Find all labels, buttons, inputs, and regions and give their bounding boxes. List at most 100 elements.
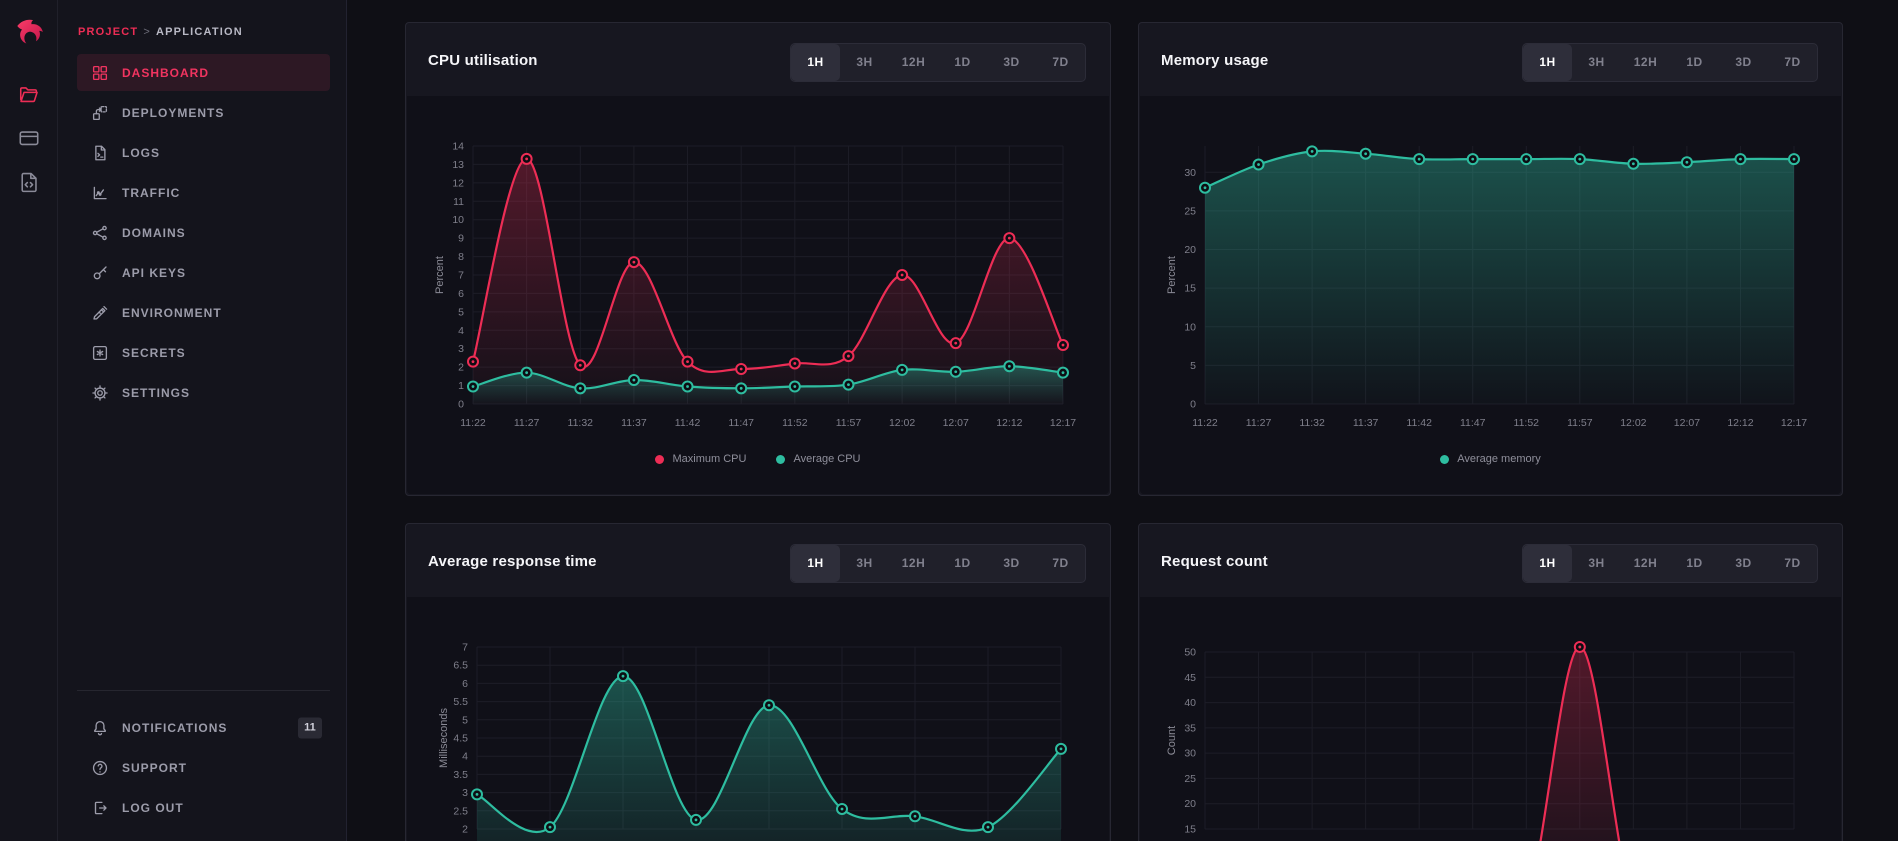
y-tick-label: 5 [462, 714, 468, 726]
x-tick-label: 12:12 [1727, 417, 1753, 429]
sidebar-item-domains[interactable]: DOMAINS [77, 214, 330, 251]
x-tick-label: 12:02 [889, 417, 915, 429]
deployments-icon [91, 104, 109, 122]
time-range-3d[interactable]: 3D [1003, 556, 1020, 570]
time-range-3d[interactable]: 3D [1735, 556, 1752, 570]
data-point-center [1310, 150, 1314, 153]
x-tick-label: 11:57 [836, 417, 862, 429]
data-point-center [621, 674, 625, 678]
sidebar-item-deployments[interactable]: DEPLOYMENTS [77, 94, 330, 131]
data-point-center [739, 367, 743, 371]
x-tick-label: 11:22 [1192, 417, 1218, 429]
y-tick-label: 6.5 [453, 660, 468, 672]
data-point-center [632, 260, 636, 264]
bell-icon [91, 719, 109, 737]
x-tick-label: 12:12 [996, 417, 1022, 429]
sidebar-item-label: DOMAINS [122, 225, 186, 240]
x-tick-label: 12:17 [1050, 417, 1076, 429]
sidebar-item-label: NOTIFICATIONS [122, 720, 228, 735]
environment-icon [91, 304, 109, 322]
sidebar-item-label: ENVIRONMENT [122, 305, 222, 320]
brand-logo-icon[interactable] [11, 14, 47, 52]
y-tick-label: 7 [462, 642, 468, 654]
time-range-1d[interactable]: 1D [1686, 55, 1703, 69]
data-point-center [578, 363, 582, 367]
data-point-center [1578, 157, 1582, 161]
chart-plot: 15 20 25 30 35 40 45 50 Count [1166, 640, 1795, 841]
time-range-1d[interactable]: 1D [954, 556, 971, 570]
data-point-center [1685, 160, 1689, 164]
x-tick-label: 11:42 [1406, 417, 1432, 429]
time-range-7d[interactable]: 7D [1052, 556, 1069, 570]
breadcrumb[interactable]: PROJECT > APPLICATION [78, 26, 243, 38]
dashboard-icon [91, 64, 109, 82]
time-range-3d[interactable]: 3D [1003, 55, 1020, 69]
notifications-badge: 11 [298, 717, 322, 738]
sidebar-item-logs[interactable]: LOGS [77, 134, 330, 171]
projects-folder-icon[interactable] [18, 83, 40, 105]
y-tick-label: 4 [462, 751, 468, 763]
chart-plot: 2 2.5 3 3.5 4 4.5 5 5.5 6 6.5 7 Milliseconds [438, 642, 1067, 841]
y-tick-label: 25 [1184, 773, 1196, 785]
y-tick-label: 12 [452, 177, 464, 189]
data-point-center [525, 371, 529, 375]
y-tick-label: 10 [1184, 321, 1196, 333]
time-range-12h[interactable]: 12H [901, 556, 926, 570]
y-tick-label: 7 [458, 270, 464, 282]
y-tick-label: 5.5 [453, 696, 468, 708]
data-point-center [686, 360, 689, 364]
time-range-7d[interactable]: 7D [1784, 556, 1801, 570]
sidebar-item-environment[interactable]: ENVIRONMENT [77, 294, 330, 331]
y-tick-label: 15 [1184, 824, 1196, 836]
data-point-center [548, 825, 552, 829]
time-range-3d[interactable]: 3D [1735, 55, 1752, 69]
data-point-center [1417, 157, 1421, 161]
sidebar-item-api-keys[interactable]: API KEYS [77, 254, 330, 291]
data-point-center [1059, 747, 1063, 751]
time-range-group: 1H 3H 12H 1D 3D 7D [790, 43, 1086, 82]
time-range-1d[interactable]: 1D [954, 55, 971, 69]
time-range-3h[interactable]: 3H [856, 556, 873, 570]
time-range-12h[interactable]: 12H [1633, 55, 1658, 69]
sidebar-item-settings[interactable]: SETTINGS [77, 374, 330, 411]
time-range-1h[interactable]: 1H [1523, 44, 1572, 81]
time-range-1h[interactable]: 1H [791, 545, 840, 582]
sidebar-item-support[interactable]: SUPPORT [77, 749, 330, 786]
sidebar-item-dashboard[interactable]: DASHBOARD [77, 54, 330, 91]
time-range-1h[interactable]: 1H [1523, 545, 1572, 582]
sidebar-item-logout[interactable]: LOG OUT [77, 789, 330, 826]
x-tick-label: 11:37 [1353, 417, 1379, 429]
data-point-center [793, 362, 797, 365]
time-range-3h[interactable]: 3H [1588, 556, 1605, 570]
y-tick-label: 9 [458, 233, 464, 245]
sidebar-item-label: TRAFFIC [122, 185, 181, 200]
sidebar-item-traffic[interactable]: TRAFFIC [77, 174, 330, 211]
time-range-3h[interactable]: 3H [1588, 55, 1605, 69]
sidebar-item-notifications[interactable]: NOTIFICATIONS 11 [77, 709, 330, 746]
time-range-7d[interactable]: 7D [1784, 55, 1801, 69]
breadcrumb-project[interactable]: PROJECT [78, 26, 139, 38]
data-point-center [475, 793, 479, 796]
time-range-1h[interactable]: 1H [791, 44, 840, 81]
time-range-12h[interactable]: 12H [1633, 556, 1658, 570]
y-tick-label: 30 [1184, 167, 1196, 179]
x-tick-label: 12:07 [943, 417, 969, 429]
data-point-center [840, 807, 844, 811]
sidebar-item-label: SETTINGS [122, 385, 191, 400]
x-tick-label: 11:37 [621, 417, 647, 429]
breadcrumb-application[interactable]: APPLICATION [155, 26, 243, 38]
x-tick-label: 11:52 [782, 417, 808, 429]
data-point-center [793, 385, 797, 388]
y-tick-label: 15 [1184, 283, 1196, 295]
time-range-12h[interactable]: 12H [901, 55, 926, 69]
series-area [473, 366, 1063, 404]
time-range-3h[interactable]: 3H [856, 55, 873, 69]
time-range-7d[interactable]: 7D [1052, 55, 1069, 69]
billing-card-icon[interactable] [18, 127, 40, 149]
code-file-icon[interactable] [18, 171, 40, 193]
sidebar-item-secrets[interactable]: SECRETS [77, 334, 330, 371]
sidebar-item-label: DEPLOYMENTS [122, 105, 225, 120]
data-point-center [1578, 645, 1582, 649]
time-range-1d[interactable]: 1D [1686, 556, 1703, 570]
data-point-center [1792, 157, 1796, 161]
